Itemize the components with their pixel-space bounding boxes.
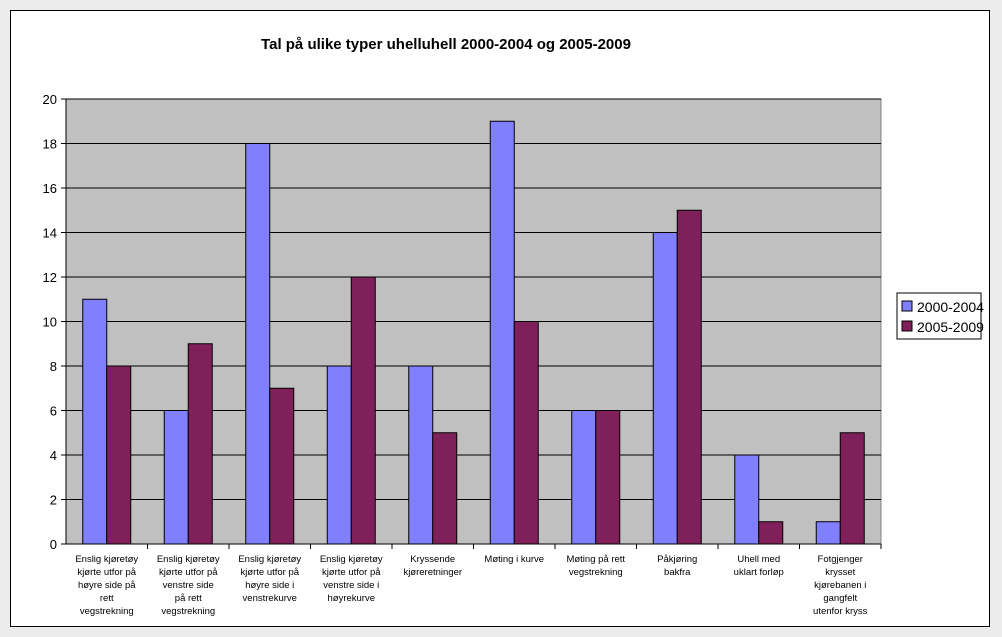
chart-title: Tal på ulike typer uhelluhell 2000-2004 … xyxy=(261,36,631,53)
bar-2000-2004-7 xyxy=(571,410,597,545)
bar-2000-2004-4 xyxy=(326,365,352,545)
bar-2000-2004-9 xyxy=(734,454,760,545)
x-tick-label: Enslig kjøretøy kjørte utfor på høyre side… xyxy=(75,554,138,617)
chart-frame: Tal på ulike typer uhelluhell 2000-2004 … xyxy=(10,10,990,627)
plot-area: 0 2 4 6 8 10 12 14 16 18 20 Enslig kjøretøy kjørte u… xyxy=(43,92,882,617)
bar-2005-2009-6 xyxy=(513,321,539,545)
legend-label: 2005-2009 xyxy=(917,319,984,335)
y-tick-label: 4 xyxy=(50,448,57,463)
y-tick-label: 2 xyxy=(50,493,57,508)
legend: 2000-2004 2005-2009 xyxy=(896,292,984,340)
legend-swatch xyxy=(901,300,913,312)
bar-2005-2009-10 xyxy=(839,432,865,545)
bar-2005-2009-4 xyxy=(350,276,376,545)
x-tick-label: Enslig kjøretøy kjørte utfor på høyre side… xyxy=(238,554,301,604)
legend-swatch xyxy=(901,320,913,332)
y-tick-label: 6 xyxy=(50,404,57,419)
y-tick-label: 18 xyxy=(43,137,57,152)
y-tick-label: 12 xyxy=(43,270,57,285)
y-tick-label: 20 xyxy=(43,92,57,107)
bar-2000-2004-2 xyxy=(163,410,189,545)
x-tick-label: Kryssende kjøreretninger xyxy=(403,554,462,578)
y-tick-label: 10 xyxy=(43,315,57,330)
y-tick-label: 14 xyxy=(43,226,57,241)
bar-2005-2009-5 xyxy=(432,432,458,545)
y-tick-label: 8 xyxy=(50,359,57,374)
x-tick-label: Møting på rett vegstrekning xyxy=(566,554,625,578)
bar-2000-2004-6 xyxy=(489,120,515,545)
bar-2005-2009-9 xyxy=(758,521,784,545)
bar-2000-2004-10 xyxy=(815,521,841,545)
x-tick-label: Enslig kjøretøy kjørte utfor på venstre si… xyxy=(320,554,383,604)
legend-label: 2000-2004 xyxy=(917,299,984,315)
bar-2005-2009-2 xyxy=(187,343,213,545)
bar-2005-2009-7 xyxy=(595,410,621,545)
bar-2000-2004-8 xyxy=(652,232,678,545)
bar-chart: Tal på ulike typer uhelluhell 2000-2004 … xyxy=(43,36,985,617)
bar-2000-2004-3 xyxy=(245,143,271,545)
x-tick-label: Uhell med uklart forløp xyxy=(734,554,784,578)
x-tick-label: Påkjøring bakfra xyxy=(657,554,697,578)
bar-2005-2009-1 xyxy=(106,365,132,545)
x-tick-label: Møting i kurve xyxy=(484,554,544,565)
bar-2000-2004-5 xyxy=(408,365,434,545)
x-tick-label: Enslig kjøretøy kjørte utfor på venstre si… xyxy=(157,554,220,617)
bar-2000-2004-1 xyxy=(82,298,108,545)
x-tick-label: Fotgjenger krysset kjørebanen i gangfelt ute… xyxy=(813,554,868,617)
bar-2005-2009-8 xyxy=(676,209,702,545)
bar-2005-2009-3 xyxy=(269,387,295,545)
y-tick-label: 0 xyxy=(50,537,57,552)
y-tick-label: 16 xyxy=(43,181,57,196)
